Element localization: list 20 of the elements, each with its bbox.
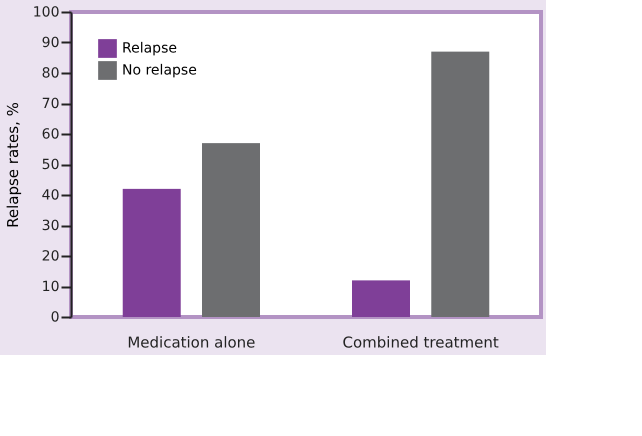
y-tick-label: 50 bbox=[42, 157, 60, 173]
y-tick-label: 30 bbox=[42, 218, 60, 234]
y-tick-label: 60 bbox=[42, 126, 60, 142]
bar bbox=[202, 143, 260, 317]
legend-label: No relapse bbox=[122, 62, 197, 78]
y-tick-label: 100 bbox=[32, 4, 60, 20]
y-tick-label: 80 bbox=[42, 66, 60, 82]
x-tick-label: Combined treatment bbox=[342, 334, 499, 352]
bar bbox=[352, 280, 410, 317]
y-tick-label: 10 bbox=[42, 279, 60, 295]
bar bbox=[431, 52, 490, 317]
legend-label: Relapse bbox=[122, 40, 177, 56]
y-axis-title: Relapse rates, % bbox=[4, 102, 22, 228]
y-tick-label: 20 bbox=[42, 248, 60, 264]
y-tick-label: 70 bbox=[42, 96, 60, 112]
x-tick-label: Medication alone bbox=[127, 334, 256, 352]
y-tick-label: 90 bbox=[42, 35, 60, 51]
y-tick-label: 40 bbox=[42, 188, 60, 204]
y-tick-label: 0 bbox=[50, 310, 60, 326]
bar bbox=[122, 188, 181, 317]
